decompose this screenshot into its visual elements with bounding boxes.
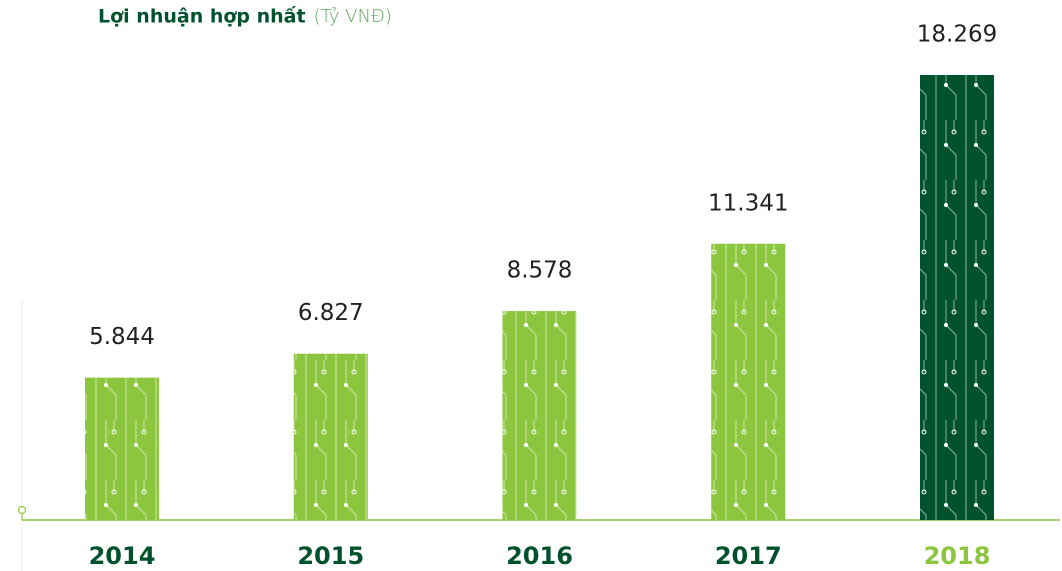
chart-subtitle: (Tỷ VNĐ) (314, 6, 392, 27)
value-label: 11.341 (708, 190, 788, 216)
x-tick-label: 2018 (924, 542, 991, 570)
bar-pattern (502, 311, 577, 520)
x-tick-label: 2015 (297, 542, 364, 570)
x-tick-label: 2017 (715, 542, 782, 570)
value-label: 18.269 (917, 22, 997, 48)
bar-pattern (920, 75, 994, 520)
x-tick-label: 2014 (89, 542, 156, 570)
value-label: 8.578 (507, 258, 573, 284)
bar-pattern (711, 243, 786, 520)
value-label: 6.827 (298, 300, 364, 326)
bar-pattern (85, 377, 159, 520)
bar-pattern (293, 353, 368, 520)
baseline-node (17, 505, 27, 515)
value-label: 5.844 (89, 324, 155, 350)
chart-title: Lợi nhuận hợp nhất (98, 5, 306, 28)
x-tick-label: 2016 (506, 542, 573, 570)
